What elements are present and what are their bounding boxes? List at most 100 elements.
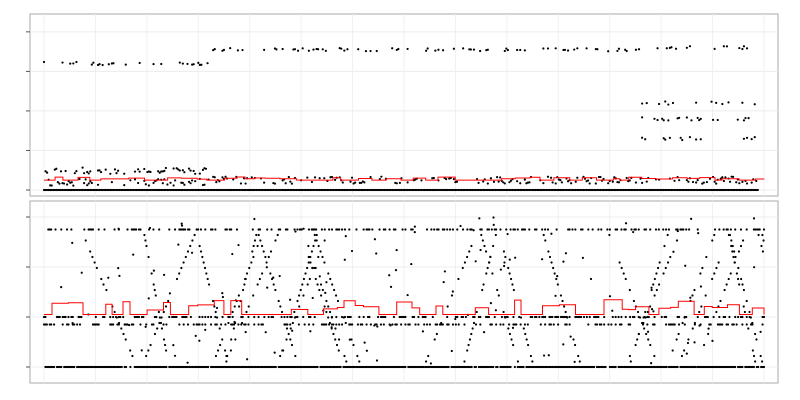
data-point <box>713 233 716 237</box>
data-point <box>486 182 489 185</box>
data-point <box>253 188 256 192</box>
data-point <box>89 180 92 183</box>
data-point <box>340 315 344 319</box>
data-point <box>406 188 409 192</box>
data-point <box>270 228 273 231</box>
data-point <box>298 294 301 297</box>
data-point <box>566 180 570 183</box>
data-point <box>365 323 368 326</box>
data-point <box>671 188 675 192</box>
data-point <box>750 188 753 192</box>
data-point <box>362 228 365 231</box>
data-point <box>725 45 729 48</box>
data-point <box>243 283 246 286</box>
data-point <box>160 188 163 192</box>
data-point <box>90 188 93 192</box>
data-point <box>183 183 186 186</box>
data-point <box>721 323 724 326</box>
data-point <box>149 343 152 347</box>
data-point <box>332 323 335 326</box>
data-point <box>678 116 681 119</box>
data-point <box>330 228 334 231</box>
data-point <box>348 228 351 231</box>
data-point <box>162 310 165 314</box>
data-point <box>147 297 150 300</box>
data-point <box>174 188 177 192</box>
data-point <box>113 168 117 171</box>
data-point <box>205 272 208 275</box>
data-point <box>688 45 692 48</box>
data-point <box>597 188 601 192</box>
data-point <box>741 323 744 326</box>
data-point <box>344 188 347 192</box>
data-point <box>595 323 599 326</box>
data-point <box>264 331 267 334</box>
data-point <box>64 315 67 319</box>
data-point <box>333 188 337 192</box>
data-point <box>533 188 536 192</box>
data-point <box>674 47 678 50</box>
data-point <box>247 305 250 308</box>
data-point <box>614 315 617 319</box>
data-point <box>71 315 74 319</box>
data-point <box>312 266 316 270</box>
data-point <box>277 299 280 303</box>
data-point <box>597 315 600 319</box>
data-point <box>620 266 623 270</box>
data-point <box>329 188 332 192</box>
data-point <box>335 323 338 326</box>
data-point <box>679 188 682 192</box>
data-point <box>145 323 148 326</box>
data-point <box>198 172 201 175</box>
data-point <box>646 310 649 314</box>
data-point <box>752 217 756 220</box>
data-point <box>178 272 181 275</box>
data-point <box>729 272 732 275</box>
data-point <box>196 228 200 231</box>
data-point <box>506 232 509 236</box>
data-point <box>446 315 449 319</box>
data-point <box>519 48 522 52</box>
data-point <box>116 169 120 172</box>
data-point <box>549 176 553 179</box>
data-point <box>213 305 216 308</box>
data-point <box>499 176 502 179</box>
data-point <box>281 188 284 192</box>
data-point <box>158 171 161 174</box>
data-point <box>147 188 151 192</box>
data-point <box>358 315 361 319</box>
data-point <box>118 274 121 277</box>
data-point <box>263 48 266 51</box>
data-point <box>693 288 696 292</box>
data-point <box>713 47 716 50</box>
data-point <box>127 188 130 192</box>
data-point <box>302 315 305 319</box>
data-point <box>475 310 478 314</box>
data-point <box>608 233 611 237</box>
data-point <box>645 101 648 105</box>
data-point <box>299 288 302 292</box>
data-point <box>741 365 744 369</box>
data-point <box>280 310 284 314</box>
data-point <box>315 188 318 192</box>
data-point <box>708 188 712 192</box>
data-point <box>726 323 730 326</box>
data-point <box>317 255 320 259</box>
data-point <box>480 228 483 231</box>
data-point <box>221 176 224 179</box>
data-point <box>143 167 146 171</box>
data-point <box>460 188 463 192</box>
data-point <box>672 250 675 253</box>
data-point <box>185 315 188 319</box>
data-point <box>269 272 272 275</box>
data-point <box>448 228 452 231</box>
data-point <box>543 188 547 192</box>
data-point <box>160 62 163 66</box>
data-point <box>423 188 426 192</box>
data-point <box>611 188 614 192</box>
data-point <box>287 188 290 192</box>
data-point <box>124 63 127 66</box>
data-point <box>486 188 489 192</box>
data-point <box>705 255 708 259</box>
data-point <box>105 288 108 292</box>
